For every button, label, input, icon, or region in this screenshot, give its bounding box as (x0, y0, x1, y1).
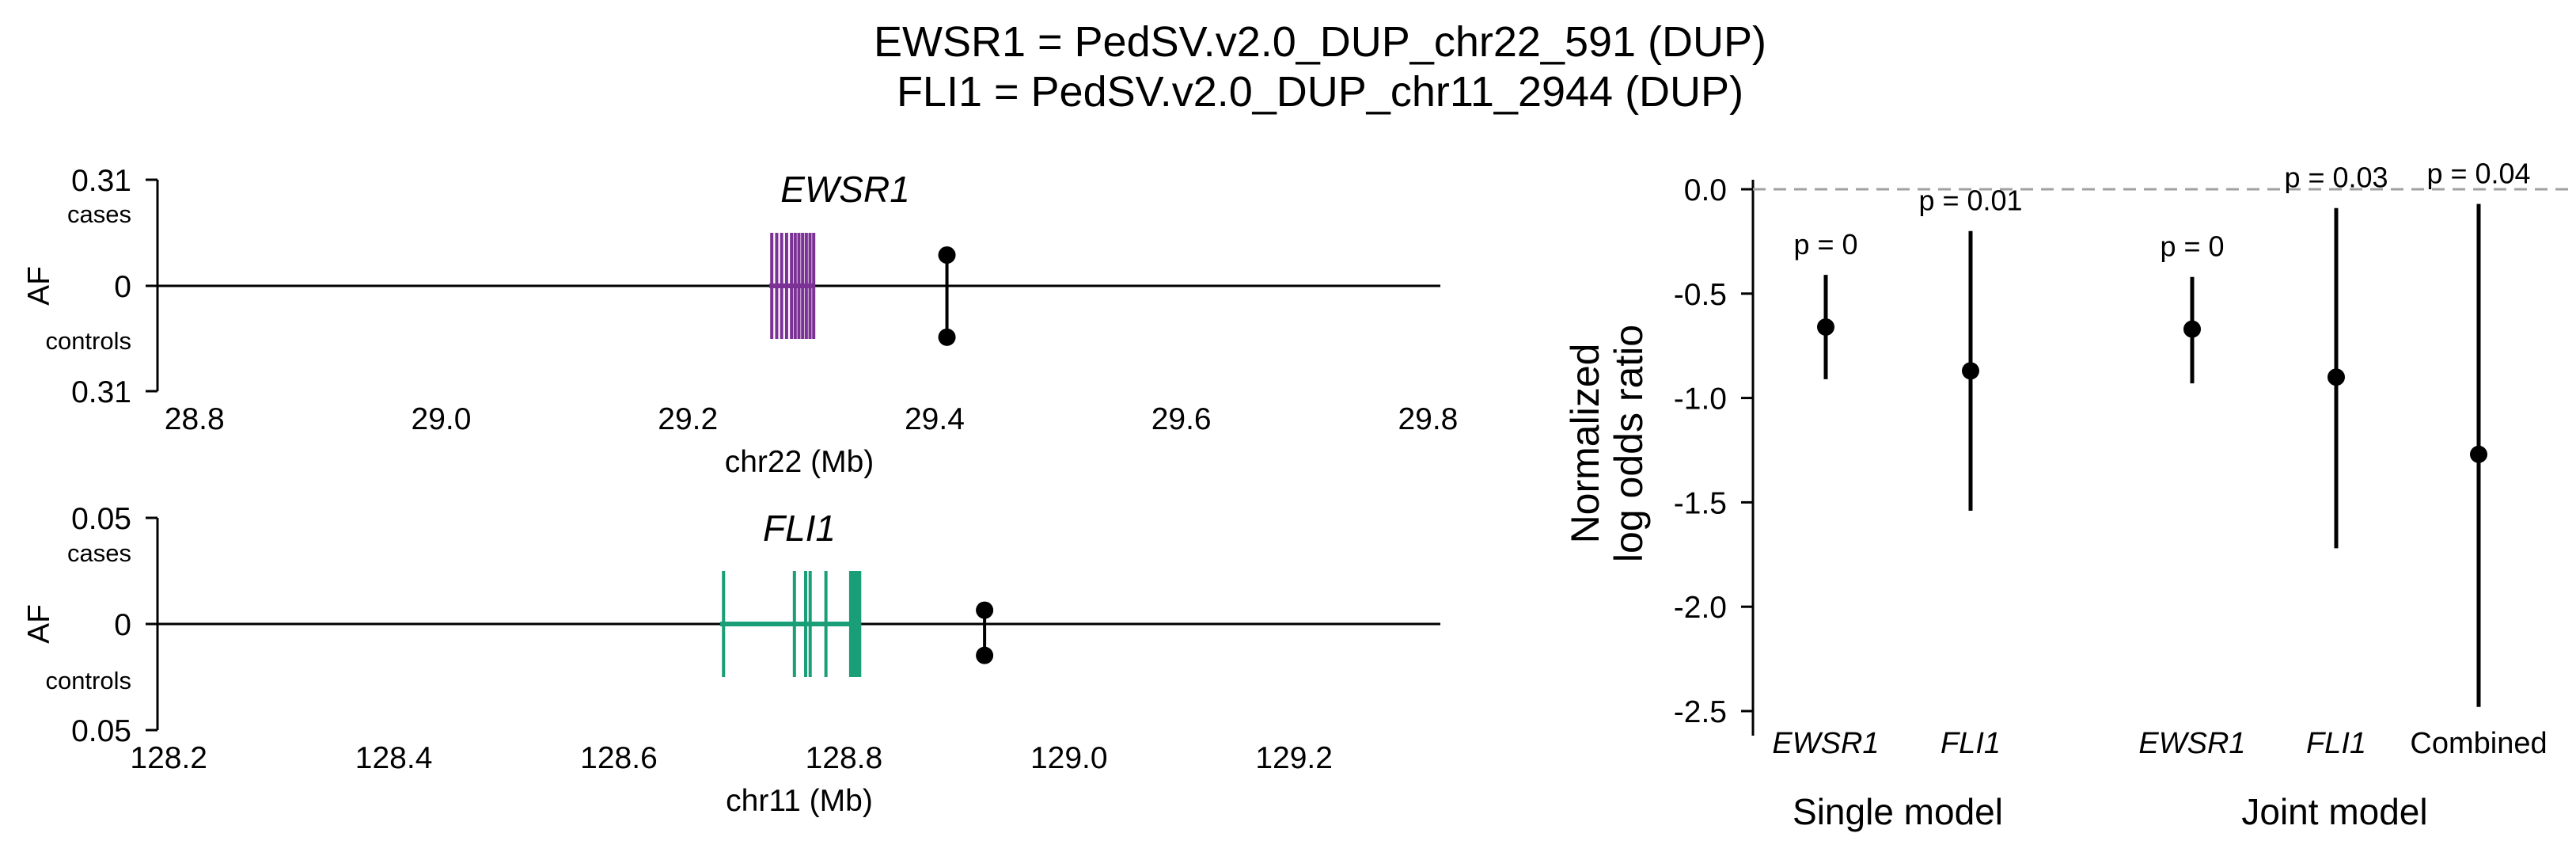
ewsr1-y-axis-label: AF (22, 266, 56, 306)
estimate-point (1962, 362, 1979, 380)
fli1-x-axis-ticks: 128.2 128.4 128.6 128.8 129.0 129.2 (130, 741, 1333, 775)
forest-ytick-label: 0.0 (1684, 173, 1727, 207)
figure-title-line1: EWSR1 = PedSV.v2.0_DUP_chr22_591 (DUP) (874, 18, 1766, 66)
ewsr1-af-controls-point (938, 328, 956, 346)
forest-y-axis-ticks: 0.0 -0.5 -1.0 -1.5 -2.0 -2.5 (1674, 173, 1753, 729)
ewsr1-gene-title: EWSR1 (780, 169, 910, 210)
ewsr1-xtick-label: 28.8 (165, 402, 225, 436)
estimate-point (2470, 445, 2487, 463)
forest-ytick-label: -1.5 (1674, 486, 1727, 520)
ewsr1-ytick-label-top: 0.31 (71, 164, 131, 198)
fli1-af-cases-point (976, 601, 994, 619)
group-label-single-model: Single model (1793, 791, 2003, 832)
fli1-xtick-label: 129.0 (1030, 741, 1108, 775)
category-label: FLI1 (1941, 727, 2001, 760)
forest-ytick-label: -2.0 (1674, 591, 1727, 625)
category-label: Combined (2410, 727, 2547, 760)
ewsr1-xtick-label: 29.6 (1151, 402, 1212, 436)
ewsr1-x-axis-label: chr22 (Mb) (725, 445, 874, 479)
fli1-y-axis-label: AF (22, 604, 56, 644)
fli1-cases-label: cases (67, 539, 131, 567)
fli1-xtick-label: 128.6 (580, 741, 658, 775)
group-label-joint-model: Joint model (2241, 791, 2427, 832)
p-value-label: p = 0.04 (2426, 157, 2530, 189)
ewsr1-ytick-label-zero: 0 (114, 270, 131, 304)
ewsr1-xtick-label: 29.0 (412, 402, 472, 436)
ewsr1-cases-label: cases (67, 200, 131, 228)
p-value-label: p = 0 (1793, 228, 1857, 261)
odds-ratio-panel: 0.0 -0.5 -1.0 -1.5 -2.0 -2.5 Normalized log o… (1563, 157, 2572, 832)
fli1-ytick-label-top: 0.05 (71, 502, 131, 536)
fli1-xtick-label: 128.4 (355, 741, 433, 775)
p-value-label: p = 0.01 (1918, 185, 2022, 217)
category-label: EWSR1 (1772, 727, 1879, 760)
fli1-xtick-label: 129.2 (1255, 741, 1333, 775)
fli1-af-controls-point (976, 646, 994, 664)
category-label: FLI1 (2306, 727, 2366, 760)
forest-y-axis-label-line2: log odds ratio (1607, 325, 1651, 562)
ewsr1-x-axis-ticks: 28.8 29.0 29.2 29.4 29.6 29.8 (165, 402, 1459, 436)
forest-ytick-label: -0.5 (1674, 278, 1727, 312)
forest-ytick-label: -1.0 (1674, 382, 1727, 417)
estimate-point (2328, 368, 2345, 386)
figure-title-line2: FLI1 = PedSV.v2.0_DUP_chr11_2944 (DUP) (897, 68, 1743, 116)
ewsr1-locus-panel: EWSR1 0.31 cases 0 controls 0.31 AF 28.8… (22, 164, 1458, 479)
estimate-point (1817, 318, 1834, 336)
fli1-xtick-label: 128.8 (806, 741, 883, 775)
fli1-ytick-label-zero: 0 (114, 608, 131, 642)
forest-y-axis-label-line1: Normalized (1563, 344, 1607, 544)
estimate-point (2183, 320, 2201, 338)
fli1-gene-title: FLI1 (763, 508, 836, 549)
forest-points: p = 0 EWSR1 p = 0.01 FLI1 p = 0 EWSR1 p = 0.03… (1772, 157, 2547, 760)
ewsr1-exons (769, 233, 816, 339)
category-label: EWSR1 (2138, 727, 2245, 760)
fli1-controls-label: controls (45, 667, 131, 694)
fli1-xtick-label: 128.2 (130, 741, 207, 775)
p-value-label: p = 0.03 (2284, 162, 2388, 194)
fli1-sv-af (976, 601, 994, 664)
ewsr1-xtick-label: 29.4 (905, 402, 965, 436)
fli1-exons (719, 571, 862, 677)
ewsr1-af-cases-point (938, 246, 956, 264)
ewsr1-controls-label: controls (45, 327, 131, 355)
ewsr1-xtick-label: 29.2 (658, 402, 718, 436)
fli1-x-axis-label: chr11 (Mb) (726, 784, 873, 818)
forest-ytick-label: -2.5 (1674, 695, 1727, 729)
ewsr1-ytick-label-bottom: 0.31 (71, 375, 131, 409)
fli1-ytick-label-bottom: 0.05 (71, 714, 131, 748)
ewsr1-xtick-label: 29.8 (1398, 402, 1458, 436)
ewsr1-sv-af (938, 246, 956, 346)
p-value-label: p = 0 (2160, 230, 2224, 263)
fli1-locus-panel: FLI1 0.05 cases 0 controls 0.05 AF 128.2… (22, 502, 1440, 818)
